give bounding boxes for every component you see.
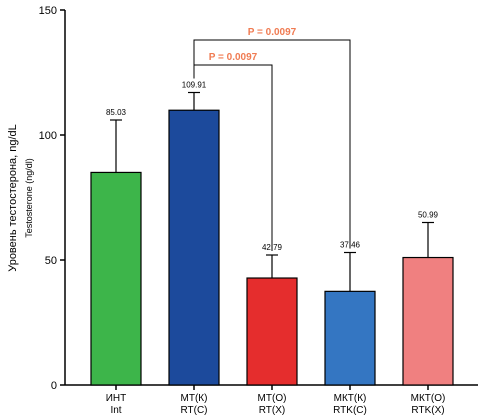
bar-4 [402,256,454,386]
value-label-4: 50.99 [418,211,439,220]
category-label-2-line1: МТ(О) [258,393,287,404]
bar-2 [246,277,298,386]
significance-bracket-1 [193,64,273,251]
value-label-0: 85.03 [106,108,127,117]
y-tick-label-50: 50 [45,255,57,267]
category-label-0-line2: Int [110,405,121,416]
category-label-1-line2: RT(C) [180,405,207,416]
value-label-1: 109.91 [182,81,207,90]
bars [90,109,454,386]
error-bars [110,91,434,292]
category-label-3-line1: МКТ(К) [334,393,367,404]
category-label-4-line2: RTK(X) [411,405,444,416]
category-label-4-line1: МКТ(О) [411,393,446,404]
significance-label-0: P = 0.0097 [248,27,297,38]
bar-0 [90,171,142,386]
category-label-1-line1: МТ(К) [181,393,208,404]
y-axis-subtitle: Testosterone (ng/dl) [24,158,34,238]
y-axis-title-group: Уровень тестостерона, ng/dL Testosterone… [7,124,34,272]
y-tick-label-0: 0 [51,380,57,392]
category-label-2-line2: RT(X) [259,405,285,416]
significance-label-1: P = 0.0097 [209,52,258,63]
bar-1 [168,109,220,386]
significance-brackets: P = 0.0097 P = 0.0097 [193,27,351,251]
significance-bracket-0 [193,39,351,249]
category-label-3-line2: RTK(C) [333,405,367,416]
bar-3 [324,290,376,386]
y-axis-title: Уровень тестостерона, ng/dL [7,124,19,272]
y-tick-label-100: 100 [39,130,57,142]
category-label-0-line1: ИНТ [106,393,127,404]
y-tick-label-150: 150 [39,5,57,17]
